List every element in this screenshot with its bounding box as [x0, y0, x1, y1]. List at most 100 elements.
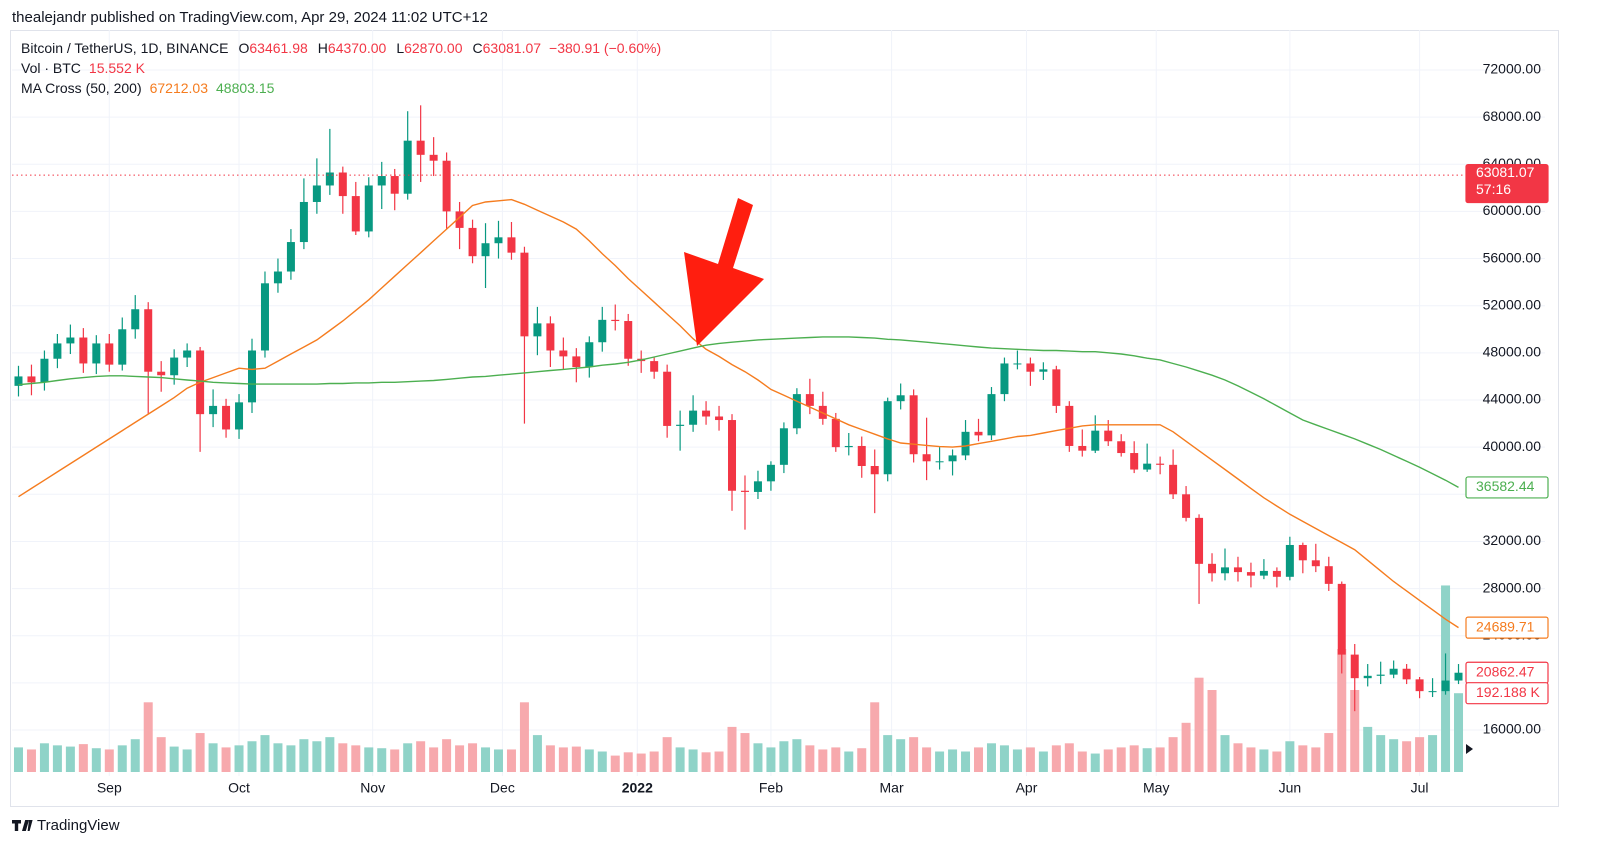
candle-body — [183, 350, 192, 358]
candle-body — [1363, 675, 1372, 679]
candle-body — [1013, 363, 1022, 365]
volume-bar — [468, 743, 478, 772]
x-tick-label: Mar — [880, 780, 904, 796]
y-tick-label: 56000.00 — [1483, 249, 1542, 265]
candle-body — [1389, 668, 1398, 675]
volume-bar — [1142, 748, 1152, 772]
volume-bar — [1012, 749, 1022, 772]
candle-body — [740, 490, 749, 492]
volume-bar — [1220, 735, 1230, 772]
brand-name: TradingView — [37, 817, 120, 834]
candle-body — [1065, 405, 1074, 446]
volume-bar — [442, 739, 452, 772]
volume-bar — [234, 745, 244, 772]
candle-body — [40, 358, 49, 383]
legend-item: MA Cross (50, 200) — [21, 80, 142, 96]
legend-item: 63461.98 — [249, 40, 308, 56]
candle-body — [1428, 691, 1437, 693]
candle-body — [1117, 441, 1126, 454]
volume-bar — [195, 733, 205, 772]
candle-body — [429, 154, 438, 161]
volume-bar — [1168, 737, 1178, 772]
y-tick-label: 60000.00 — [1483, 202, 1542, 218]
candle-body — [260, 283, 269, 351]
candle-body — [572, 356, 581, 367]
candle-body — [157, 371, 166, 376]
candle-body — [1298, 544, 1307, 561]
volume-bar — [208, 743, 218, 772]
legend-item: 64370.00 — [328, 40, 387, 56]
volume-bar — [506, 749, 516, 772]
volume-bar — [831, 747, 841, 772]
y-tick-label: 28000.00 — [1483, 579, 1542, 595]
volume-bar — [390, 749, 400, 772]
volume-bar — [273, 743, 283, 772]
volume-bar — [1181, 722, 1191, 772]
candle-body — [546, 323, 555, 351]
candle-body — [286, 242, 295, 272]
volume-bar — [429, 747, 439, 772]
volume-bar — [338, 743, 348, 772]
candle-body — [351, 196, 360, 232]
candle-body — [468, 227, 477, 257]
volume-bar — [299, 739, 309, 772]
volume-bar — [1116, 747, 1126, 772]
legend: Bitcoin / TetherUS, 1D, BINANCE O63461.98… — [21, 40, 661, 96]
volume-bar — [143, 702, 153, 772]
ma-tag-box — [1465, 476, 1549, 499]
legend-row: Vol · BTC 15.552 K — [21, 60, 146, 76]
candle-body — [805, 394, 814, 406]
legend-row: Bitcoin / TetherUS, 1D, BINANCE O63461.98… — [21, 40, 661, 56]
x-tick-label: Jun — [1279, 780, 1302, 796]
candle-body — [753, 481, 762, 492]
candle-body — [14, 376, 23, 386]
volume-bar — [1051, 745, 1061, 772]
x-tick-label: Sep — [97, 780, 122, 796]
volume-bar — [1363, 726, 1373, 772]
volume-bar — [1129, 745, 1139, 772]
legend-item: 63081.07 — [483, 40, 542, 56]
volume-bar — [455, 745, 465, 772]
volume-bar — [351, 745, 361, 772]
axis-layer: 16000.0020000.0024000.0028000.0032000.00… — [97, 61, 1549, 796]
volume-bar — [999, 745, 1009, 772]
volume-tag-box — [1465, 682, 1549, 705]
publish-note: thealejandr published on TradingView.com… — [12, 9, 488, 26]
candle-body — [974, 431, 983, 436]
legend-row: MA Cross (50, 200) 67212.03 48803.15 — [21, 80, 275, 96]
ma-tag-box — [1465, 616, 1549, 639]
candle-body — [66, 337, 75, 344]
candle-body — [533, 323, 542, 337]
candle-body — [1285, 544, 1294, 577]
volume-bar — [714, 751, 724, 772]
candle-body — [1350, 654, 1359, 679]
volume-bar — [792, 739, 802, 772]
candle-body — [1000, 363, 1009, 395]
volume-bar — [13, 747, 23, 772]
candle-body — [1143, 463, 1152, 470]
candle-body — [663, 371, 672, 426]
volume-bar — [1428, 735, 1438, 772]
volume-bar — [52, 745, 62, 772]
volume-bar — [1415, 737, 1425, 772]
volume-bar — [1350, 690, 1360, 772]
volume-bar — [312, 741, 322, 772]
y-tick-label: 48000.00 — [1483, 344, 1542, 360]
x-tick-label: Dec — [490, 780, 515, 796]
legend-item: L — [396, 40, 404, 56]
candle-body — [79, 337, 88, 364]
candle-body — [702, 410, 711, 417]
candle-body — [1039, 369, 1048, 372]
candle-body — [390, 176, 399, 194]
volume-bar — [1389, 739, 1399, 772]
volume-bar — [909, 737, 919, 772]
candle-body — [1220, 567, 1229, 574]
candle-body — [1441, 680, 1450, 692]
legend-item: 15.552 K — [89, 60, 146, 76]
candle-body — [922, 454, 931, 462]
volume-bar — [1272, 751, 1282, 772]
volume-bar — [688, 749, 698, 772]
volume-bar — [961, 751, 971, 772]
candle-body — [624, 321, 633, 359]
